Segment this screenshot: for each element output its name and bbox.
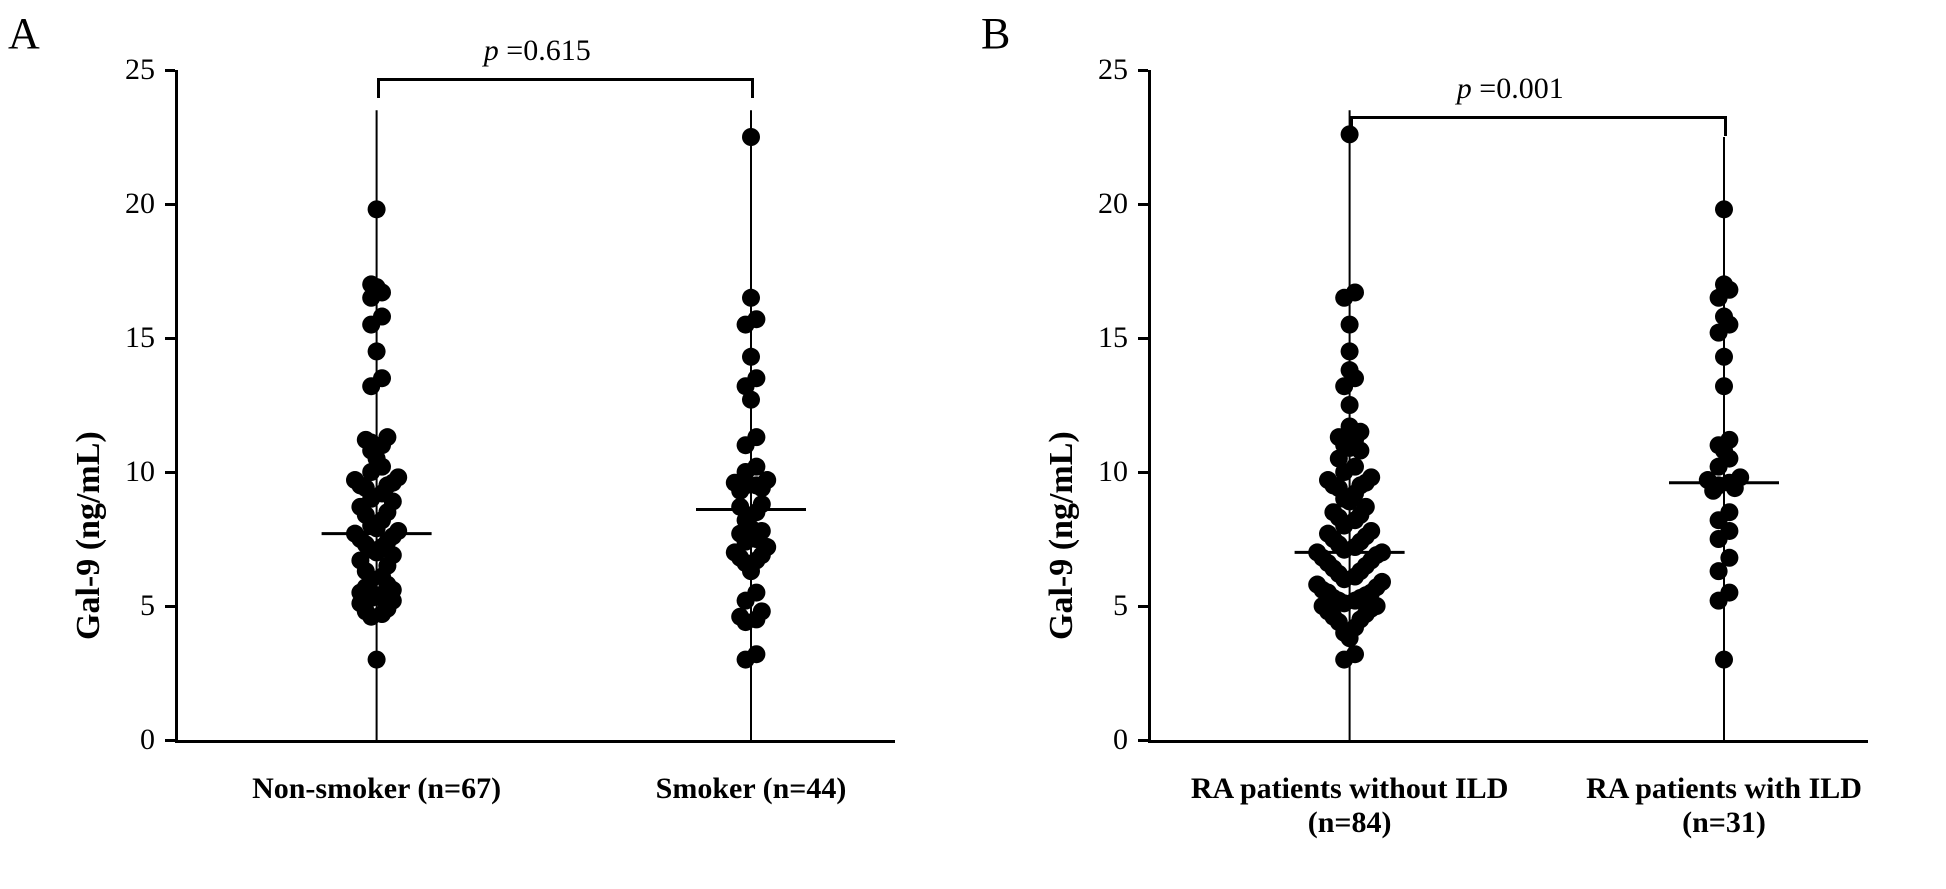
data-point: [346, 471, 364, 489]
data-point: [389, 522, 407, 540]
p-bracket-drop: [751, 78, 754, 98]
p-value-label: p =0.615: [484, 34, 591, 68]
data-point: [747, 310, 765, 328]
panel-b: B0510152025Gal-9 (ng/mL)RA patients with…: [973, 0, 1946, 889]
data-point: [368, 200, 386, 218]
data-point: [1720, 431, 1738, 449]
data-point: [747, 369, 765, 387]
data-point: [747, 428, 765, 446]
data-point: [1715, 200, 1733, 218]
data-point: [1319, 525, 1337, 543]
p-bracket-drop: [377, 78, 380, 98]
data-point: [373, 369, 391, 387]
data-point: [1346, 458, 1364, 476]
data-point: [1715, 651, 1733, 669]
data-point: [1308, 543, 1326, 561]
figure: A0510152025Gal-9 (ng/mL)Non-smoker (n=67…: [0, 0, 1946, 889]
data-point: [378, 428, 396, 446]
data-point: [742, 289, 760, 307]
data-point: [1720, 549, 1738, 567]
data-point: [1720, 503, 1738, 521]
data-point: [373, 308, 391, 326]
category-label: RA patients with ILD (n=31): [1504, 772, 1944, 840]
data-point: [742, 128, 760, 146]
data-point: [747, 584, 765, 602]
data-point: [1341, 316, 1359, 334]
data-point: [753, 495, 771, 513]
data-point: [1731, 468, 1749, 486]
plot-svg: [0, 0, 945, 790]
data-point: [747, 458, 765, 476]
data-point: [362, 275, 380, 293]
data-point: [389, 468, 407, 486]
p-bracket: [1350, 116, 1724, 119]
data-point: [1715, 348, 1733, 366]
data-point: [1319, 471, 1337, 489]
data-point: [747, 645, 765, 663]
p-bracket-drop: [1724, 116, 1727, 136]
data-point: [1373, 543, 1391, 561]
data-point: [731, 608, 749, 626]
data-point: [742, 348, 760, 366]
data-point: [1715, 275, 1733, 293]
data-point: [1341, 396, 1359, 414]
data-point: [1346, 645, 1364, 663]
data-point: [731, 498, 749, 516]
data-point: [1715, 308, 1733, 326]
data-point: [1341, 342, 1359, 360]
p-value-label: p =0.001: [1457, 72, 1564, 106]
data-point: [1362, 468, 1380, 486]
p-bracket: [377, 78, 751, 81]
data-point: [357, 431, 375, 449]
p-bracket-drop: [1350, 116, 1353, 136]
data-point: [1720, 584, 1738, 602]
data-point: [1308, 576, 1326, 594]
data-point: [1346, 283, 1364, 301]
panel-a: A0510152025Gal-9 (ng/mL)Non-smoker (n=67…: [0, 0, 973, 889]
category-label: Smoker (n=44): [531, 772, 971, 806]
data-point: [1341, 361, 1359, 379]
data-point: [1362, 522, 1380, 540]
data-point: [1373, 573, 1391, 591]
data-point: [1341, 417, 1359, 435]
data-point: [1715, 377, 1733, 395]
data-point: [368, 651, 386, 669]
data-point: [753, 602, 771, 620]
data-point: [346, 525, 364, 543]
data-point: [368, 342, 386, 360]
